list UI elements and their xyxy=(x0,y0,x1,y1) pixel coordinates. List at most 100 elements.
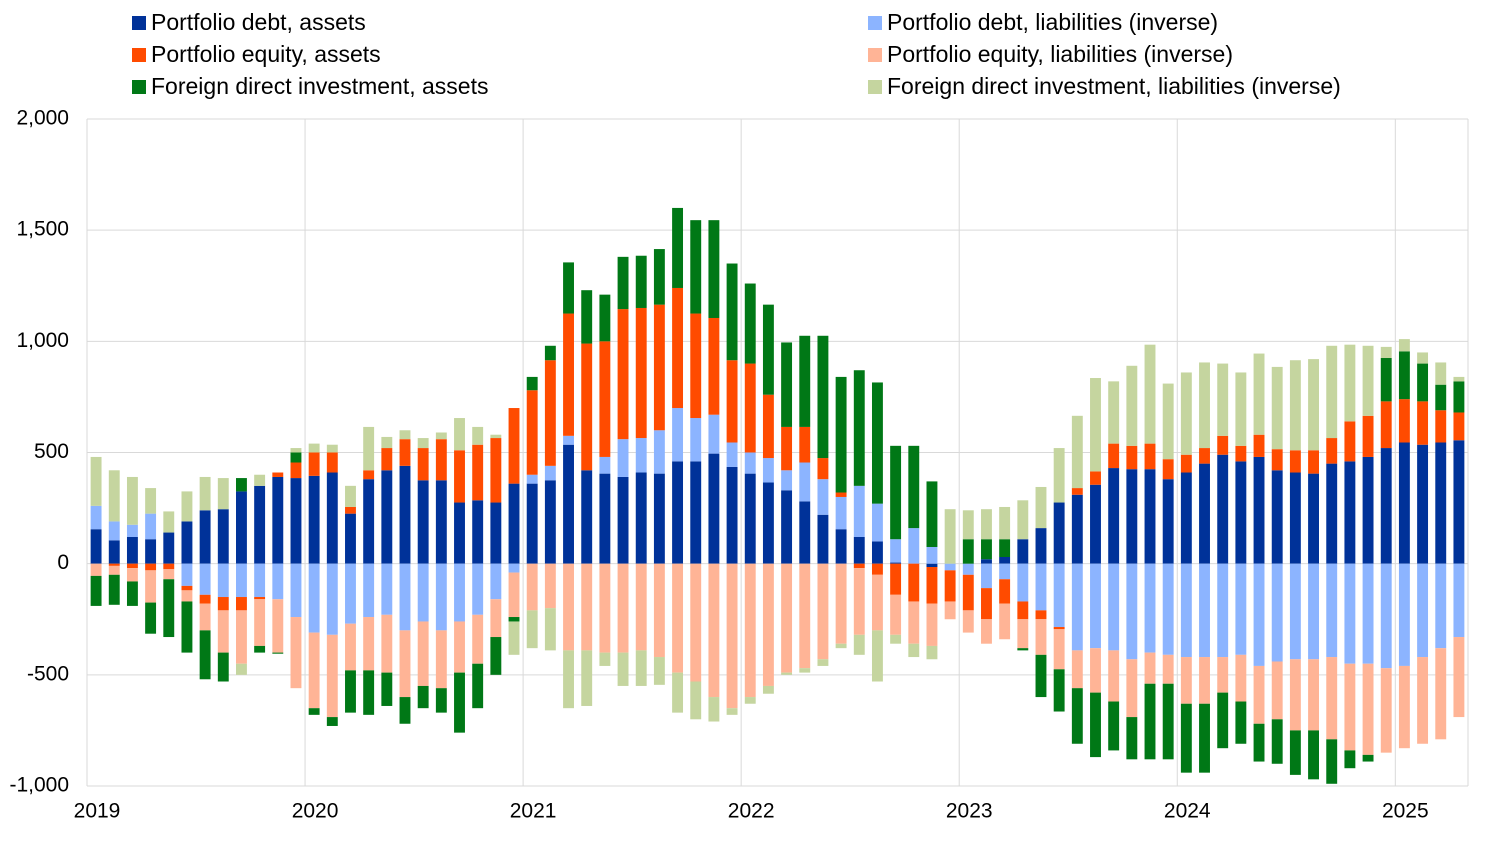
bar-segment xyxy=(181,601,193,653)
bar-segment xyxy=(599,341,611,457)
bar-segment xyxy=(617,476,629,564)
bar-segment xyxy=(1435,362,1447,385)
bar-segment xyxy=(1144,443,1156,470)
bar-segment xyxy=(799,668,811,673)
bar-segment xyxy=(1289,563,1301,660)
bar-segment xyxy=(1344,563,1356,664)
bar-segment xyxy=(1162,563,1174,655)
bar-segment xyxy=(1090,648,1101,693)
bar-segment xyxy=(490,563,502,600)
bar-segment xyxy=(1090,484,1101,564)
bar-segment xyxy=(145,602,157,634)
legend-label: Foreign direct investment, liabilities (… xyxy=(887,73,1341,99)
bar-segment xyxy=(236,491,247,564)
bar-segment xyxy=(781,470,793,491)
bar-segment xyxy=(581,290,593,344)
bar-segment xyxy=(1180,703,1192,773)
bar-segment xyxy=(999,579,1011,604)
bar-segment xyxy=(1253,456,1265,564)
bar-segment xyxy=(199,563,211,595)
bar-segment xyxy=(217,652,229,682)
bar-segment xyxy=(508,408,520,484)
bar-segment xyxy=(617,563,629,653)
bar-segment xyxy=(926,546,938,564)
bar-segment xyxy=(1180,454,1192,473)
bar-segment xyxy=(1435,442,1447,564)
bar-segment xyxy=(454,672,465,733)
bar-segment xyxy=(526,474,538,484)
bar-segment xyxy=(1017,648,1029,651)
bar-segment xyxy=(381,672,393,706)
bar-segment xyxy=(672,207,684,288)
bar-segment xyxy=(145,488,157,514)
bar-segment xyxy=(126,536,138,564)
bar-segment xyxy=(890,634,902,644)
bar-segment xyxy=(908,563,920,602)
bar-segment xyxy=(799,563,811,669)
bar-segment xyxy=(1417,363,1429,402)
bar-segment xyxy=(1253,353,1265,435)
bar-segment xyxy=(690,313,702,419)
bar-segment xyxy=(744,363,756,453)
bar-segment xyxy=(308,443,320,453)
bar-segment xyxy=(1108,563,1120,651)
bar-segment xyxy=(762,458,774,483)
bar-segment xyxy=(1380,668,1392,753)
bar-segment xyxy=(163,569,175,580)
bar-segment xyxy=(399,563,411,631)
bar-segment xyxy=(108,540,120,564)
bar-segment xyxy=(345,485,356,507)
y-tick-label: 2,000 xyxy=(16,107,69,130)
bar-segment xyxy=(254,645,266,653)
bar-segment xyxy=(1417,401,1429,445)
bar-segment xyxy=(1071,415,1083,489)
bar-segment xyxy=(217,509,229,564)
bar-segment xyxy=(762,482,774,564)
bar-segment xyxy=(908,601,920,644)
x-tick-label: 2021 xyxy=(510,800,557,823)
bar-segment xyxy=(199,510,211,564)
bar-segment xyxy=(544,608,556,651)
bar-segment xyxy=(708,563,720,698)
bar-segment xyxy=(871,541,883,564)
bar-segment xyxy=(744,452,756,474)
bar-segment xyxy=(1271,449,1283,471)
bar-segment xyxy=(1271,719,1283,764)
bar-segment xyxy=(290,617,302,689)
bar-segment xyxy=(254,474,266,486)
bar-segment xyxy=(1235,654,1247,702)
bar-segment xyxy=(90,529,102,564)
bar-segment xyxy=(762,563,774,686)
x-tick-label: 2020 xyxy=(292,800,339,823)
bar-segment xyxy=(1380,563,1392,669)
bar-segment xyxy=(399,697,411,724)
bar-segment xyxy=(90,563,102,576)
bar-segment xyxy=(508,572,520,618)
bar-segment xyxy=(1326,345,1338,439)
bar-segment xyxy=(254,563,266,598)
bar-segment xyxy=(563,313,574,436)
bar-segment xyxy=(999,556,1011,564)
bar-segment xyxy=(1090,471,1101,485)
bar-segment xyxy=(1217,435,1229,455)
bar-segment xyxy=(944,563,956,571)
bar-segment xyxy=(1289,360,1301,451)
bar-segment xyxy=(999,539,1011,557)
bar-segment xyxy=(417,563,429,622)
bar-segment xyxy=(326,563,338,635)
bar-segment xyxy=(1162,383,1174,460)
bar-segment xyxy=(90,575,102,606)
bar-segment xyxy=(1453,637,1465,718)
bar-segment xyxy=(345,506,356,514)
bar-segment xyxy=(871,630,883,682)
bar-segment xyxy=(417,621,429,686)
bar-segment xyxy=(726,708,738,715)
bar-segment xyxy=(1180,657,1192,704)
bar-segment xyxy=(1108,650,1120,702)
x-tick-label: 2024 xyxy=(1164,800,1211,823)
bar-segment xyxy=(635,255,647,308)
bar-segment xyxy=(1253,723,1265,762)
bar-segment xyxy=(1017,500,1029,540)
bar-segment xyxy=(926,645,938,660)
bar-segment xyxy=(326,634,338,718)
